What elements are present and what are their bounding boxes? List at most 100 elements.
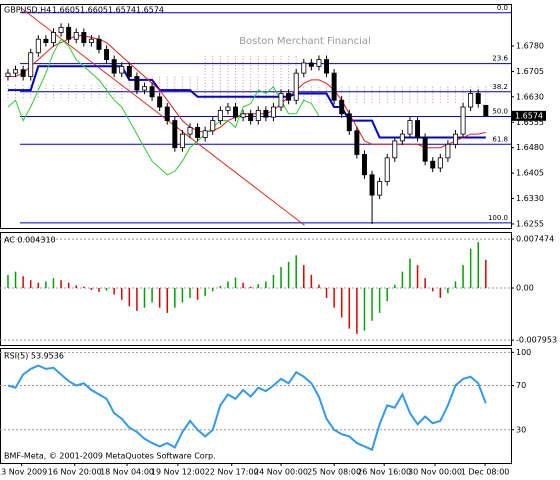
candle-body (270, 106, 276, 118)
candle-body (377, 181, 383, 196)
candle-body (195, 126, 201, 138)
candle-body (255, 109, 261, 121)
ac-panel (0, 232, 512, 346)
candle-body (233, 106, 238, 118)
price-tag (512, 110, 546, 121)
y-tick-label: 1.6480 (516, 143, 544, 152)
candle-body (73, 32, 79, 40)
candle-body (392, 140, 398, 159)
candle-body (50, 32, 56, 44)
candle-body (172, 120, 178, 149)
candle-body (369, 174, 375, 196)
x-tick-label: 18 Nov 04:00 (100, 468, 154, 477)
candle-body (164, 106, 170, 121)
y-tick-label: 1.6555 (516, 118, 544, 127)
candle-body (475, 93, 481, 105)
open: 1.6605 (52, 6, 80, 15)
y-tick-label: 0.007474 (516, 235, 554, 244)
indicator-line (7, 38, 320, 176)
candle-body (422, 137, 428, 162)
trendline (21, 7, 305, 226)
candle-body (96, 38, 102, 50)
fib-label: 50.0 (492, 108, 508, 116)
candle-body (430, 160, 436, 169)
candle-body (119, 65, 125, 74)
x-tick-label: 24 Nov 00:00 (254, 468, 308, 477)
x-tick-label: 1 Dec 08:00 (461, 468, 510, 477)
ac-title: AC 0.004310 (4, 236, 56, 245)
y-tick-label: 1.6630 (516, 92, 544, 101)
candle-body (316, 59, 322, 67)
candle-body (240, 113, 246, 118)
candle-body (308, 62, 314, 67)
candle-body (407, 120, 413, 135)
copyright: BMF-Meta, © 2001-2009 MetaQuotes Softwar… (4, 452, 216, 461)
y-tick-label: 100 (516, 348, 531, 357)
indicator-line (8, 35, 486, 149)
x-tick-label: 30 Nov 00:00 (408, 468, 462, 477)
candle-body (126, 65, 132, 77)
fib-label: 61.8 (492, 135, 508, 143)
y-tick-label: 0.00 (516, 284, 534, 293)
x-tick-label: 16 Nov 20:00 (48, 468, 102, 477)
indicator-line (8, 65, 486, 139)
candle-body (452, 133, 458, 145)
y-tick-label: 1.6405 (516, 169, 544, 178)
candle-body (437, 157, 443, 169)
candle-body (149, 86, 155, 98)
candle-body (187, 126, 193, 135)
candle-body (28, 52, 34, 77)
candle-body (58, 26, 64, 33)
y-tick-label: 1.6255 (516, 219, 544, 228)
x-tick-label: 26 Nov 16:00 (357, 468, 411, 477)
symbol: GBPUSD,H4 (4, 6, 51, 15)
candle-body (324, 59, 330, 74)
text-layer: GBPUSD,H4 1.6605 1.6605 1.6574 1.6574 Bo… (4, 6, 371, 461)
candle-body (286, 93, 292, 101)
candle-body (354, 130, 360, 155)
candle-body (111, 59, 117, 74)
rsi-line (7, 364, 487, 452)
y-tick-label: 70 (516, 381, 526, 390)
candle-body (179, 133, 185, 149)
price-tag-label: 1.6574 (515, 111, 543, 120)
candle-body (210, 120, 216, 132)
candle-body (134, 76, 140, 91)
low: 1.6574 (108, 6, 136, 15)
high: 1.6605 (80, 6, 108, 15)
candle-body (483, 104, 489, 117)
candle-body (5, 72, 11, 77)
fib-label: 38.2 (492, 83, 508, 91)
candle-body (20, 69, 26, 77)
y-tick-label: 1.6705 (516, 67, 544, 76)
close: 1.6574 (136, 6, 164, 15)
candle-body (157, 96, 163, 108)
candle-body (399, 133, 405, 142)
candle-body (88, 38, 94, 44)
candle-body (81, 32, 87, 44)
candle-body (293, 72, 299, 101)
x-tick-label: 22 Nov 17:00 (205, 468, 259, 477)
y-tick-label: 30 (516, 425, 526, 434)
candle-body (339, 99, 345, 115)
candle-body (384, 157, 390, 182)
rsi-panel (0, 348, 512, 464)
candle-body (415, 120, 421, 138)
candle-body (278, 93, 284, 108)
main-layer: 1.6780 1.6705 1.6630 1.6555 1.6480 1.6405 1.63… (0, 4, 557, 477)
candle-body (43, 38, 49, 44)
candle-body (263, 109, 269, 118)
candle-body (202, 130, 208, 138)
x-tick-label: 25 Nov 08:00 (307, 468, 361, 477)
candle-body (142, 86, 147, 91)
rsi-title: RSI(5) 53.9536 (4, 352, 64, 361)
candle-body (331, 72, 337, 101)
candle-body (217, 109, 223, 121)
candle-body (248, 113, 254, 121)
y-tick-label: 1.6330 (516, 194, 544, 203)
candle-body (301, 62, 307, 74)
x-tick-label: 13 Nov 2009 (0, 468, 47, 477)
y-tick-label: 1.6780 (516, 42, 544, 51)
